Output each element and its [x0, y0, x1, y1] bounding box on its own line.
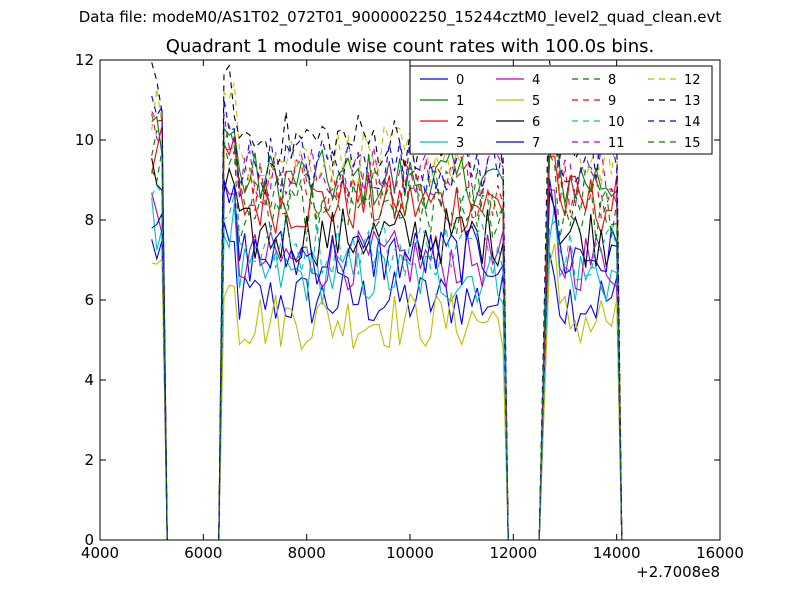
legend-label-1: 1 [456, 94, 464, 109]
x-tick-label: 10000 [386, 544, 434, 562]
data-file-suptitle: Data file: modeM0/AS1T02_072T01_90000022… [78, 8, 722, 26]
legend-label-6: 6 [532, 115, 540, 130]
legend-label-0: 0 [456, 73, 464, 88]
chart-title: Quadrant 1 module wise count rates with … [165, 36, 655, 57]
x-offset-label: +2.7008e8 [636, 563, 720, 581]
legend-label-9: 9 [608, 94, 616, 109]
legend-label-2: 2 [456, 115, 464, 130]
y-tick-label: 12 [75, 51, 94, 69]
x-tick-label: 12000 [489, 544, 537, 562]
series-line-11 [151, 113, 623, 540]
series-line-0 [151, 222, 623, 540]
legend-box [409, 65, 713, 155]
legend-label-12: 12 [684, 73, 701, 88]
legend-label-7: 7 [532, 136, 540, 151]
series-line-12 [151, 82, 623, 540]
legend-label-4: 4 [532, 73, 540, 88]
series-line-2 [151, 125, 623, 540]
y-tick-label: 8 [84, 211, 94, 229]
y-tick-label: 2 [84, 451, 94, 469]
y-tick-label: 6 [84, 291, 94, 309]
legend-label-15: 15 [684, 136, 701, 151]
series-line-5 [151, 243, 623, 540]
series-line-10 [151, 184, 623, 540]
series-line-4 [151, 182, 623, 540]
legend-label-5: 5 [532, 94, 540, 109]
x-tick-label: 14000 [593, 544, 641, 562]
legend-label-14: 14 [684, 115, 701, 130]
legend-label-13: 13 [684, 94, 701, 109]
y-tick-label: 4 [84, 371, 94, 389]
x-tick-label: 6000 [184, 544, 222, 562]
x-tick-label: 8000 [288, 544, 326, 562]
y-tick-label: 0 [84, 531, 94, 549]
legend-label-10: 10 [608, 115, 625, 130]
y-tick-label: 10 [75, 131, 94, 149]
x-tick-label: 16000 [696, 544, 744, 562]
x-tick-label: 4000 [81, 544, 119, 562]
legend-label-3: 3 [456, 136, 464, 151]
series-line-7 [151, 178, 623, 540]
legend-label-11: 11 [608, 136, 625, 151]
legend-label-8: 8 [608, 73, 616, 88]
series-line-14 [151, 95, 623, 540]
axis-ticks: 4000 6000 8000 10000 12000 14000 1600002468101… [75, 51, 744, 562]
